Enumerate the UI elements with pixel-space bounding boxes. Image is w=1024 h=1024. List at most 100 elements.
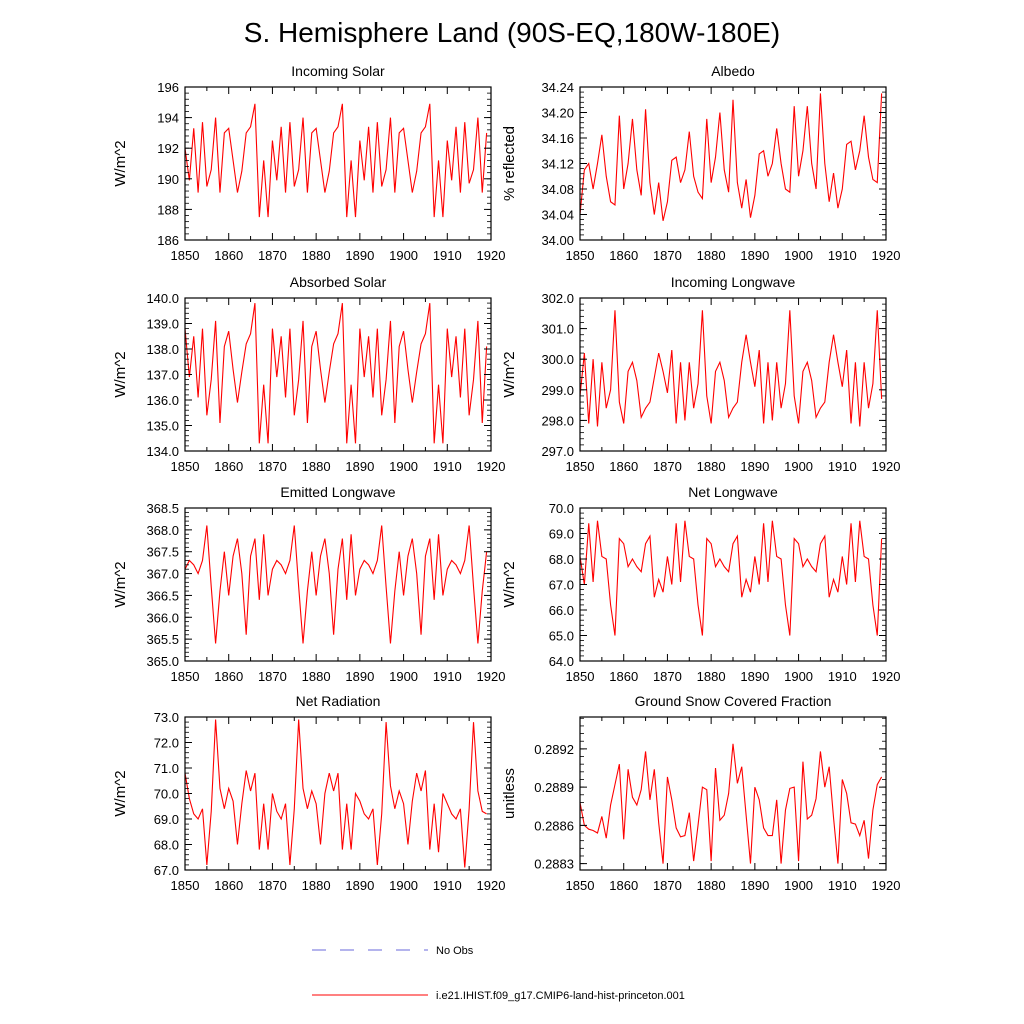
y-tick-label: 138.0 <box>146 342 179 357</box>
x-tick-label: 1920 <box>477 878 506 893</box>
y-tick-label: 34.12 <box>541 157 574 172</box>
x-tick-label: 1890 <box>740 669 769 684</box>
y-tick-label: 71.0 <box>154 761 179 776</box>
x-tick-label: 1920 <box>477 248 506 263</box>
y-axis-label: unitless <box>501 768 518 819</box>
panel-1: 1850 1860 1870 1880 1890 1900 1910 1920 34.00 34.… <box>501 63 900 263</box>
y-axis-label: W/m^2 <box>112 770 129 816</box>
x-tick-label: 1910 <box>828 459 857 474</box>
y-tick-label: 367.5 <box>146 545 179 560</box>
panel-2: 1850 1860 1870 1880 1890 1900 1910 1920 134.0 135… <box>112 274 505 474</box>
series-line-0 <box>184 103 488 218</box>
x-tick-label: 1870 <box>258 878 287 893</box>
legend-label-1: i.e21.IHIST.f09_g17.CMIP6-land-hist-prin… <box>436 990 685 1002</box>
y-tick-label: 192 <box>157 141 179 156</box>
panel-4: 1850 1860 1870 1880 1890 1900 1910 1920 365.0 365… <box>112 484 505 684</box>
y-tick-label: 300.0 <box>541 352 574 367</box>
y-tick-label: 299.0 <box>541 383 574 398</box>
panel-5: 1850 1860 1870 1880 1890 1900 1910 1920 64.0 65.0… <box>501 484 900 684</box>
panel-3: 1850 1860 1870 1880 1890 1900 1910 1920 297.0 298… <box>501 274 900 474</box>
x-tick-label: 1860 <box>214 248 243 263</box>
x-tick-label: 1920 <box>872 459 901 474</box>
y-tick-label: 365.5 <box>146 632 179 647</box>
x-tick-label: 1860 <box>214 878 243 893</box>
y-tick-label: 68.0 <box>154 838 179 853</box>
x-tick-label: 1850 <box>566 878 595 893</box>
y-tick-label: 69.0 <box>154 812 179 827</box>
x-tick-label: 1890 <box>740 878 769 893</box>
x-tick-label: 1870 <box>653 669 682 684</box>
y-tick-label: 34.00 <box>541 233 574 248</box>
x-tick-label: 1920 <box>477 669 506 684</box>
series-line-0 <box>184 719 487 868</box>
series-line-0 <box>579 310 883 427</box>
y-tick-label: 194 <box>157 111 179 126</box>
x-tick-label: 1880 <box>697 459 726 474</box>
x-tick-label: 1850 <box>171 459 200 474</box>
y-tick-label: 196 <box>157 80 179 95</box>
x-tick-label: 1900 <box>389 878 418 893</box>
figure-title: S. Hemisphere Land (90S-EQ,180W-180E) <box>244 17 780 48</box>
y-tick-label: 68.0 <box>549 552 574 567</box>
y-tick-label: 69.0 <box>549 527 574 542</box>
y-tick-label: 0.2886 <box>534 818 574 833</box>
x-tick-label: 1890 <box>740 459 769 474</box>
x-tick-label: 1880 <box>697 878 726 893</box>
x-tick-label: 1870 <box>258 248 287 263</box>
x-tick-label: 1870 <box>653 878 682 893</box>
x-tick-label: 1910 <box>433 878 462 893</box>
panel-title: Emitted Longwave <box>280 484 395 500</box>
y-tick-label: 140.0 <box>146 291 179 306</box>
y-tick-label: 66.0 <box>549 603 574 618</box>
y-axis-label: W/m^2 <box>501 561 518 607</box>
y-tick-label: 301.0 <box>541 322 574 337</box>
x-tick-label: 1870 <box>258 669 287 684</box>
plot-frame <box>579 716 887 871</box>
x-tick-label: 1850 <box>566 669 595 684</box>
y-tick-label: 34.20 <box>541 106 574 121</box>
y-tick-label: 67.0 <box>154 863 179 878</box>
series-line-0 <box>579 520 883 636</box>
x-tick-label: 1860 <box>609 459 638 474</box>
y-tick-label: 366.0 <box>146 610 179 625</box>
x-tick-label: 1910 <box>828 669 857 684</box>
x-tick-label: 1920 <box>872 248 901 263</box>
x-tick-label: 1870 <box>653 248 682 263</box>
x-tick-label: 1890 <box>345 669 374 684</box>
x-tick-label: 1910 <box>433 459 462 474</box>
panel-title: Incoming Longwave <box>671 274 796 290</box>
legend: No Obs i.e21.IHIST.f09_g17.CMIP6-land-his… <box>312 945 685 1002</box>
y-tick-label: 137.0 <box>146 368 179 383</box>
x-tick-label: 1870 <box>258 459 287 474</box>
plot-frame <box>184 86 492 241</box>
y-tick-label: 0.2889 <box>534 780 574 795</box>
y-tick-label: 73.0 <box>154 710 179 725</box>
series-line-0 <box>184 525 488 644</box>
panel-6: 1850 1860 1870 1880 1890 1900 1910 1920 67.0 68.0… <box>112 693 505 893</box>
y-tick-label: 365.0 <box>146 654 179 669</box>
y-tick-label: 186 <box>157 233 179 248</box>
x-tick-label: 1890 <box>345 878 374 893</box>
y-axis-label: W/m^2 <box>112 351 129 397</box>
x-tick-label: 1880 <box>302 248 331 263</box>
x-tick-label: 1850 <box>171 669 200 684</box>
x-tick-label: 1860 <box>609 669 638 684</box>
legend-label-0: No Obs <box>436 945 474 957</box>
y-tick-label: 136.0 <box>146 393 179 408</box>
x-tick-label: 1920 <box>872 878 901 893</box>
series-line-0 <box>184 303 488 444</box>
y-tick-label: 134.0 <box>146 444 179 459</box>
y-axis-label: W/m^2 <box>501 351 518 397</box>
x-tick-label: 1900 <box>784 459 813 474</box>
panel-7: 1850 1860 1870 1880 1890 1900 1910 1920 0.2883 0.… <box>501 693 900 893</box>
x-tick-label: 1910 <box>433 248 462 263</box>
y-tick-label: 34.04 <box>541 208 574 223</box>
y-tick-label: 368.5 <box>146 501 179 516</box>
x-tick-label: 1890 <box>345 459 374 474</box>
x-tick-label: 1910 <box>828 878 857 893</box>
panel-title: Albedo <box>711 63 755 79</box>
x-tick-label: 1850 <box>171 878 200 893</box>
y-tick-label: 34.08 <box>541 182 574 197</box>
y-tick-label: 367.0 <box>146 567 179 582</box>
